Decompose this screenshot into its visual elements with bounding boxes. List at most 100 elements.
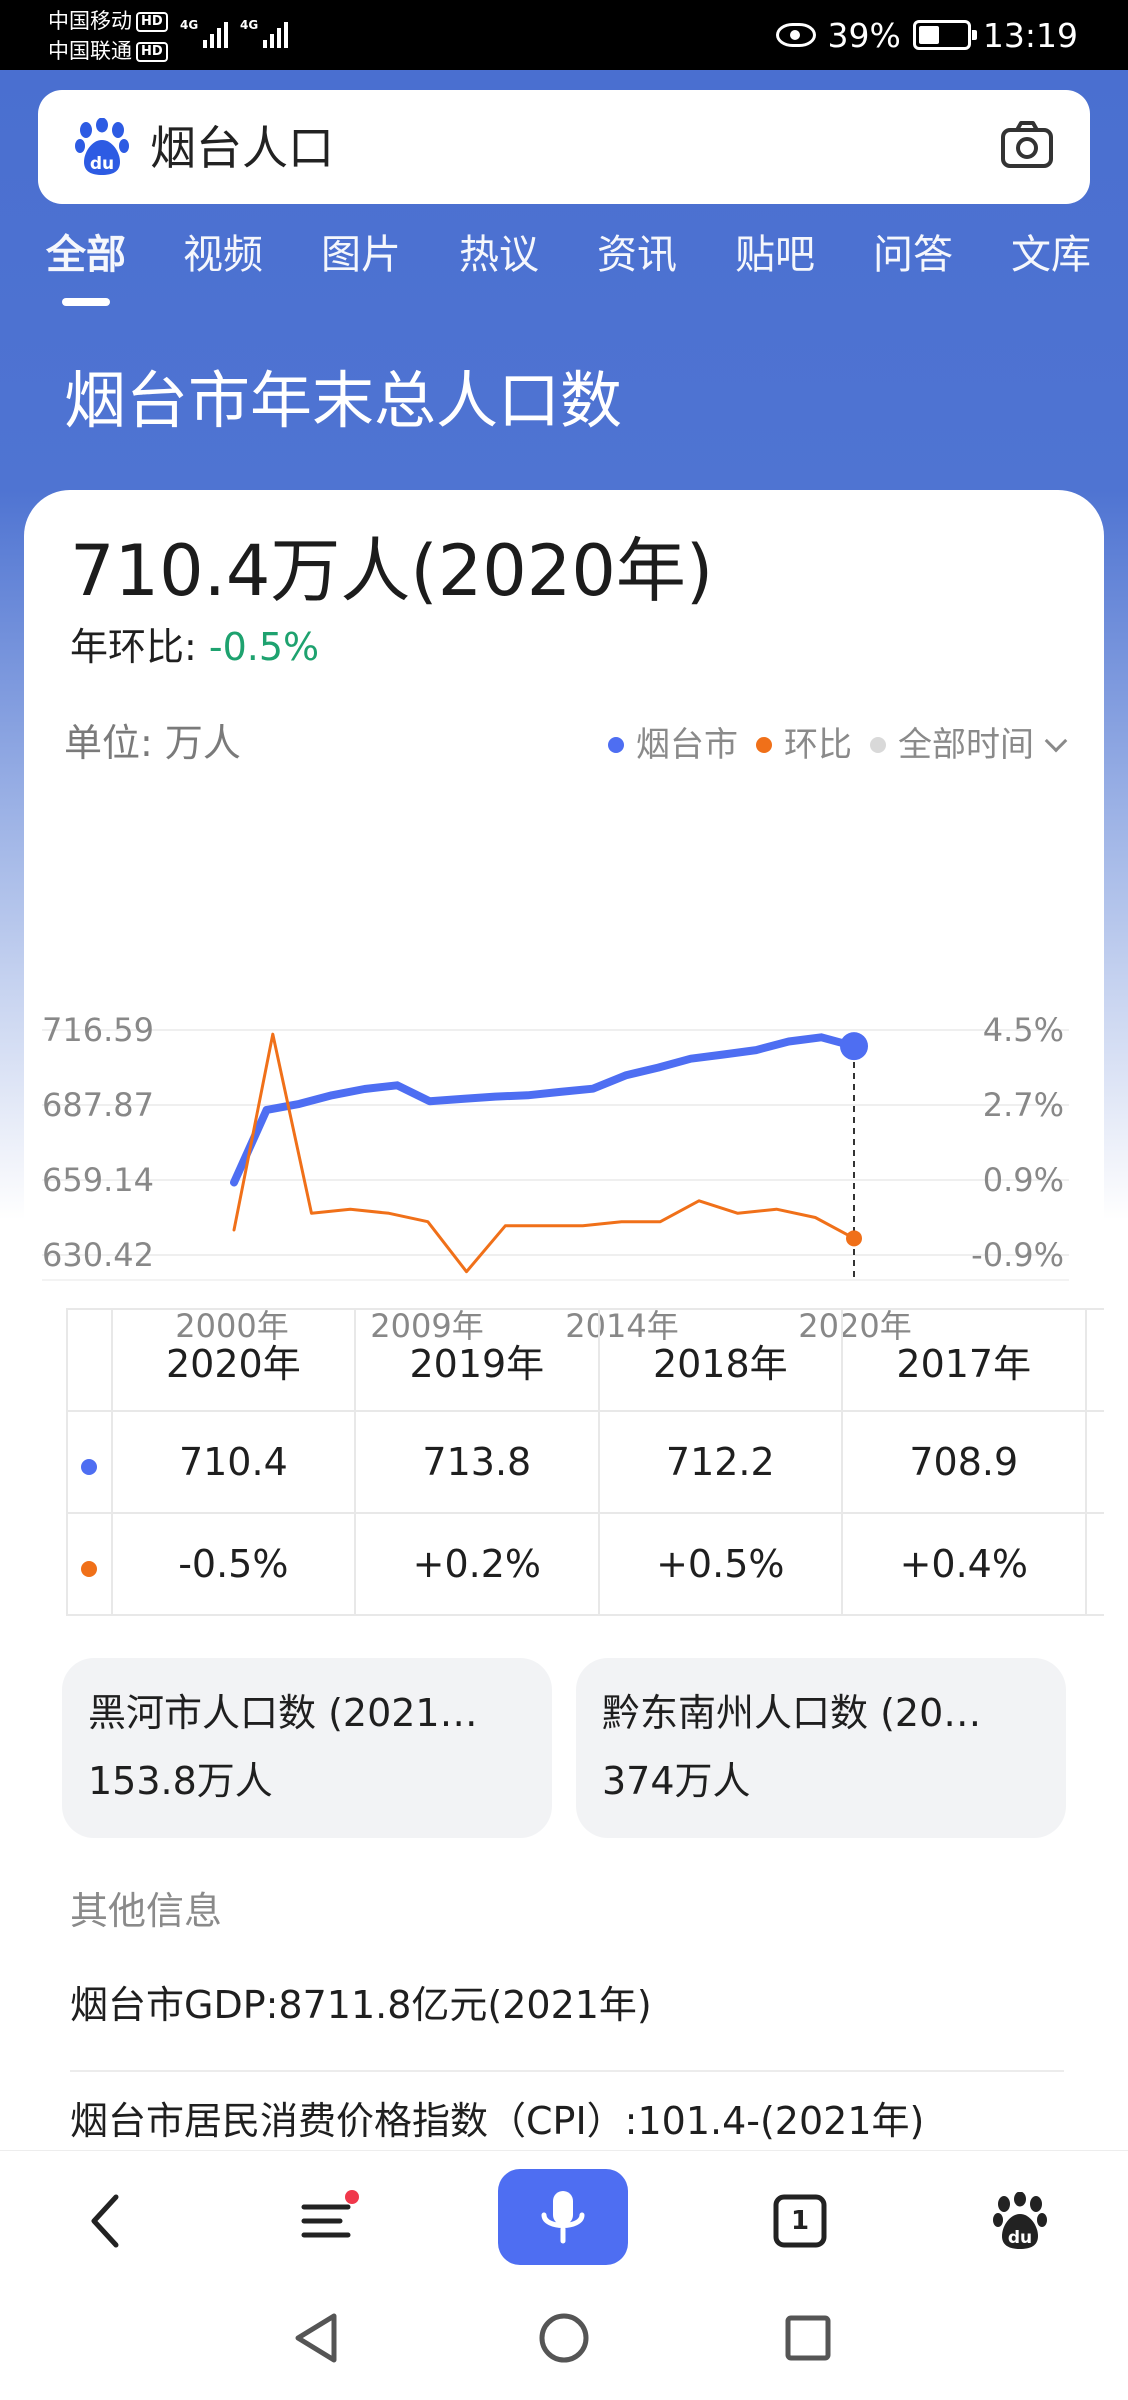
eye-icon bbox=[775, 23, 816, 47]
nav-home-icon[interactable] bbox=[536, 2310, 592, 2366]
related-card-qiandongnan[interactable]: 黔东南州人口数 (20… 374万人 bbox=[576, 1658, 1066, 1838]
page-title: 烟台市年末总人口数 bbox=[64, 364, 623, 437]
related-title: 黔东南州人口数 (20… bbox=[602, 1691, 982, 1735]
battery-percent: 39% bbox=[827, 15, 901, 55]
divider bbox=[70, 2070, 1064, 2072]
svg-text:du: du bbox=[90, 154, 114, 174]
carrier-2: 中国联通 HD bbox=[48, 38, 168, 64]
headline-value: 710.4万人(2020年) bbox=[70, 530, 714, 612]
highlight-point-change bbox=[846, 1230, 862, 1247]
status-bar: 中国移动 HD 中国联通 HD 4G 4G 39% 13:19 bbox=[0, 0, 1128, 70]
table-cell: 712.2 bbox=[597, 1410, 844, 1514]
chevron-down-icon bbox=[1044, 729, 1068, 753]
back-button[interactable] bbox=[56, 2171, 156, 2271]
tabs-button[interactable]: 1 bbox=[750, 2171, 850, 2271]
table-cell bbox=[1084, 1308, 1104, 1412]
baidu-icon: du bbox=[993, 2192, 1047, 2249]
related-title: 黑河市人口数 (2021… bbox=[88, 1691, 478, 1735]
y-right-tick-label: 4.5% bbox=[983, 1011, 1064, 1049]
series-line-population bbox=[230, 1033, 858, 1187]
hd-badge: HD bbox=[136, 42, 168, 62]
info-item[interactable]: 烟台市居民消费价格指数（CPI）:101.4-(2021年) bbox=[70, 2099, 925, 2143]
yoy-label: 年环比: bbox=[70, 625, 197, 669]
table-cell bbox=[66, 1410, 113, 1514]
tab-images[interactable]: 图片 bbox=[321, 232, 401, 278]
table-cell: +0.2% bbox=[354, 1512, 600, 1616]
yoy-line: 年环比: -0.5% bbox=[70, 622, 319, 672]
tab-tieba[interactable]: 贴吧 bbox=[735, 232, 815, 278]
tab-news[interactable]: 资讯 bbox=[597, 232, 677, 278]
result-card: 710.4万人(2020年) 年环比: -0.5% 单位: 万人 烟台市 环比 … bbox=[24, 490, 1104, 2150]
y-left-tick-label: 687.87 bbox=[42, 1086, 154, 1124]
menu-button[interactable] bbox=[278, 2171, 378, 2271]
related-value: 153.8万人 bbox=[88, 1759, 273, 1803]
tab-indicator bbox=[62, 298, 110, 306]
time-range-label: 全部时间 bbox=[898, 725, 1034, 765]
tab-all[interactable]: 全部 bbox=[46, 232, 126, 278]
legend-label: 烟台市 bbox=[636, 725, 738, 765]
tab-wenku[interactable]: 文库 bbox=[1011, 232, 1091, 278]
table-cell: 2018年 bbox=[597, 1308, 844, 1412]
tab-discussion[interactable]: 热议 bbox=[459, 232, 539, 278]
table-cell: 713.8 bbox=[354, 1410, 600, 1514]
legend-dot-orange bbox=[756, 737, 772, 753]
back-icon bbox=[91, 2194, 119, 2248]
table-row: 710.4 713.8 712.2 708.9 bbox=[66, 1410, 1104, 1514]
table-cell bbox=[1084, 1410, 1104, 1514]
table-cell: -0.5% bbox=[110, 1512, 357, 1616]
y-left-tick-label: 630.42 bbox=[42, 1236, 154, 1274]
nav-back-icon[interactable] bbox=[290, 2310, 346, 2366]
legend-series1[interactable]: 烟台市 bbox=[608, 722, 738, 768]
data-table: 2020年 2019年 2018年 2017年 710.4 713.8 712.… bbox=[66, 1308, 1104, 1616]
legend-dot-gray bbox=[870, 737, 886, 753]
voice-search-button[interactable] bbox=[498, 2169, 628, 2265]
system-navigation bbox=[0, 2280, 1128, 2400]
tab-video[interactable]: 视频 bbox=[183, 232, 263, 278]
table-row: -0.5% +0.2% +0.5% +0.4% bbox=[66, 1512, 1104, 1616]
time-range-dropdown[interactable]: 全部时间 bbox=[870, 722, 1068, 768]
clock: 13:19 bbox=[982, 15, 1078, 55]
search-tabs: 全部 视频 图片 热议 资讯 贴吧 问答 文库 bbox=[0, 225, 1128, 305]
y-right-tick-label: 0.9% bbox=[983, 1161, 1064, 1199]
menu-icon bbox=[301, 2190, 359, 2238]
series1-dot bbox=[81, 1459, 98, 1475]
status-right: 39% 13:19 bbox=[775, 14, 1078, 56]
table-cell bbox=[1084, 1512, 1104, 1616]
y-left-tick-label: 716.59 bbox=[42, 1011, 154, 1049]
legend-series2[interactable]: 环比 bbox=[756, 722, 852, 768]
table-cell bbox=[66, 1308, 113, 1412]
camera-icon[interactable] bbox=[1000, 120, 1054, 170]
table-header-row: 2020年 2019年 2018年 2017年 bbox=[66, 1308, 1104, 1412]
other-info-title: 其他信息 bbox=[70, 1889, 223, 1933]
svg-text:du: du bbox=[1008, 2228, 1032, 2248]
search-box[interactable]: du 烟台人口 bbox=[38, 90, 1090, 204]
related-card-heihe[interactable]: 黑河市人口数 (2021… 153.8万人 bbox=[62, 1658, 552, 1838]
y-left-tick-label: 659.14 bbox=[42, 1161, 154, 1199]
table-cell: +0.5% bbox=[597, 1512, 844, 1616]
search-input[interactable]: 烟台人口 bbox=[150, 121, 334, 175]
signal-icon: 4G bbox=[180, 18, 229, 48]
table-cell: 710.4 bbox=[110, 1410, 357, 1514]
table-cell bbox=[66, 1512, 113, 1616]
table-cell: +0.4% bbox=[841, 1512, 1087, 1616]
table-cell: 2019年 bbox=[354, 1308, 600, 1412]
series2-dot bbox=[81, 1561, 98, 1577]
table-cell: 2017年 bbox=[841, 1308, 1087, 1412]
tab-qa[interactable]: 问答 bbox=[873, 232, 953, 278]
related-value: 374万人 bbox=[602, 1759, 751, 1803]
hd-badge: HD bbox=[136, 12, 168, 32]
yoy-value: -0.5% bbox=[208, 625, 320, 669]
table-cell: 2020年 bbox=[110, 1308, 357, 1412]
battery-icon bbox=[912, 20, 977, 50]
info-item[interactable]: 烟台市GDP:8711.8亿元(2021年) bbox=[70, 1983, 652, 2027]
legend-label: 环比 bbox=[784, 725, 852, 765]
unit-label: 单位: 万人 bbox=[64, 721, 241, 765]
y-right-tick-label: -0.9% bbox=[971, 1236, 1064, 1274]
tabs-icon bbox=[773, 2194, 827, 2248]
signal-icon: 4G bbox=[240, 18, 289, 48]
chart-legend: 烟台市 环比 全部时间 bbox=[608, 722, 1068, 768]
baidu-home-button[interactable]: du bbox=[970, 2171, 1070, 2271]
series-line-change bbox=[232, 1032, 856, 1274]
nav-recent-icon[interactable] bbox=[780, 2310, 836, 2366]
tab-count: 1 bbox=[790, 2206, 810, 2236]
